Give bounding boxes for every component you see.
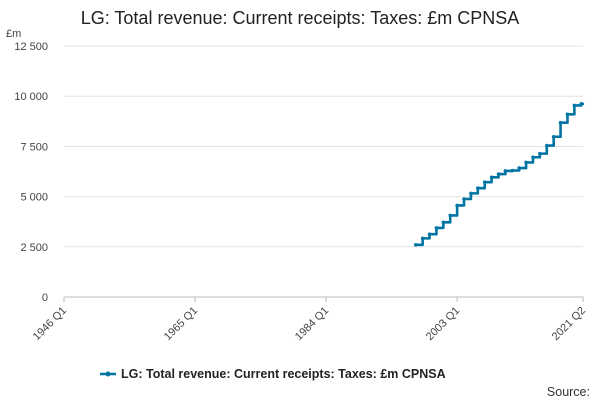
data-point [413, 242, 418, 247]
data-point [551, 134, 556, 139]
y-tick-label: 7 500 [20, 141, 48, 153]
data-point [538, 151, 542, 156]
y-tick-label: 12 500 [14, 41, 48, 53]
data-point [455, 203, 459, 208]
data-point [544, 143, 549, 148]
x-tick-label: 1984 Q1 [293, 305, 331, 343]
legend[interactable]: LG: Total revenue: Current receipts: Tax… [100, 367, 446, 381]
data-point [558, 120, 563, 125]
legend-dot-marker [105, 371, 111, 377]
data-point [441, 220, 446, 225]
data-point [469, 191, 473, 196]
data-point [462, 197, 466, 201]
data-point [503, 169, 508, 173]
y-axis-ticks: 0 2 500 5 000 7 500 10 000 12 500 [14, 41, 48, 304]
data-point [476, 186, 480, 190]
series-group [413, 102, 585, 247]
data-point [448, 213, 453, 218]
data-point [510, 168, 515, 173]
data-point [531, 155, 535, 160]
x-tick-label: 2003 Q1 [424, 305, 462, 343]
x-axis-ticks: 1946 Q1 1965 Q1 1984 Q1 2003 Q1 2021 Q2 [31, 305, 588, 343]
data-point [579, 102, 584, 106]
y-tick-label: 5 000 [20, 192, 48, 204]
data-point [434, 226, 439, 230]
x-tick-label: 1946 Q1 [31, 305, 69, 343]
data-point [517, 166, 522, 170]
y-tick-label: 2 500 [20, 242, 48, 254]
source-label[interactable]: Source: [547, 385, 590, 399]
gridlines [64, 45, 583, 248]
data-point [572, 103, 577, 108]
data-point [496, 172, 501, 176]
y-tick-label: 10 000 [14, 91, 48, 103]
axes [63, 296, 584, 302]
data-point [482, 180, 487, 184]
data-point [524, 160, 528, 165]
legend-label: LG: Total revenue: Current receipts: Tax… [121, 367, 446, 381]
data-point [427, 232, 432, 236]
data-point [565, 112, 570, 117]
data-point [489, 175, 494, 180]
y-axis-unit-label: £m [6, 28, 21, 40]
x-tick-label: 2021 Q2 [550, 305, 588, 343]
chart-title: LG: Total revenue: Current receipts: Tax… [81, 8, 520, 28]
y-tick-label: 0 [42, 292, 48, 304]
x-tick-label: 1965 Q1 [162, 305, 200, 343]
data-point [420, 236, 425, 241]
